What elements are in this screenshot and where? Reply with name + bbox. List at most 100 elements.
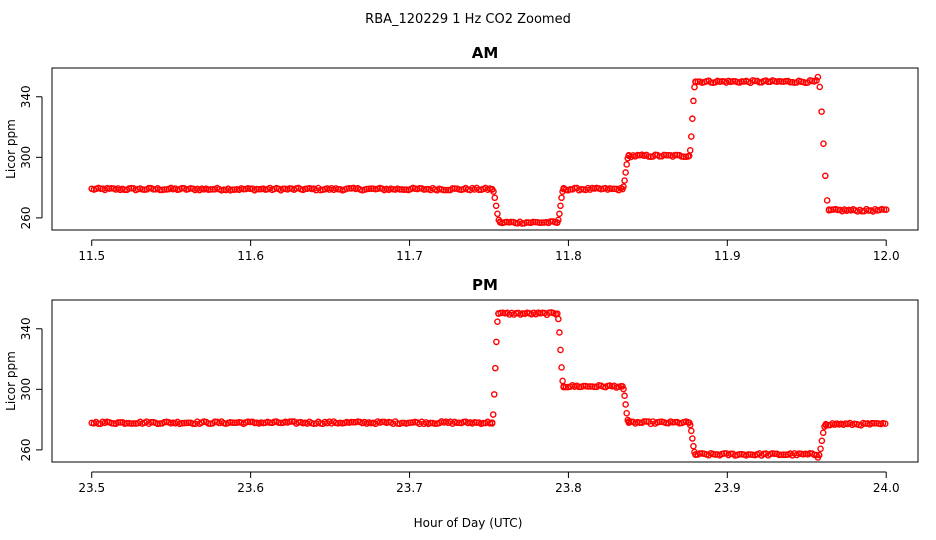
data-point: [396, 186, 404, 193]
data-point: [491, 194, 499, 202]
data-point: [442, 186, 450, 194]
plot-frame: [51, 299, 919, 463]
data-point: [489, 411, 497, 418]
data-point: [449, 185, 456, 192]
y-tick-label: 300: [19, 146, 33, 169]
data-point: [453, 419, 461, 427]
chart-title: AM: [472, 44, 499, 62]
data-point: [557, 202, 564, 210]
data-point: [623, 409, 630, 417]
data-point: [398, 419, 406, 427]
data-point: [207, 186, 214, 193]
chart-title: PM: [472, 276, 498, 294]
data-point: [621, 392, 628, 400]
data-point: [558, 364, 565, 371]
data-point: [815, 451, 823, 459]
plot-frame: [51, 67, 919, 231]
data-point: [586, 383, 594, 390]
data-point: [880, 206, 888, 213]
data-point: [490, 188, 497, 195]
data-point: [555, 315, 562, 323]
data-point: [114, 419, 122, 426]
data-points: [88, 309, 889, 461]
data-point: [345, 185, 353, 192]
data-point: [814, 73, 822, 81]
data-point: [183, 419, 190, 427]
data-point: [816, 83, 824, 91]
data-point: [823, 197, 831, 204]
x-axis: 23.5 23.6 23.7 23.8 23.9 24.0: [78, 471, 900, 495]
y-tick-label: 340: [19, 317, 33, 340]
data-point: [123, 419, 131, 427]
data-point: [778, 78, 785, 85]
data-point: [813, 77, 820, 84]
data-point: [608, 185, 616, 193]
x-tick-label: 11.7: [396, 249, 423, 263]
data-point: [547, 218, 555, 225]
data-point: [492, 364, 499, 372]
data-point: [689, 115, 696, 123]
data-point: [229, 419, 236, 426]
y-axis-label: Licor ppm: [4, 119, 18, 179]
data-point: [689, 435, 696, 442]
x-tick-label: 23.7: [396, 481, 423, 495]
page-title: RBA_120229 1 Hz CO2 Zoomed: [365, 12, 571, 27]
y-tick-label: 300: [19, 378, 33, 401]
data-point: [623, 161, 630, 168]
x-axis: 11.5 11.6 11.7 11.8 11.9 12.0: [78, 239, 900, 263]
data-point: [688, 133, 695, 140]
data-point: [559, 377, 566, 385]
y-tick-label: 340: [19, 85, 33, 108]
y-axis: 260 300 340: [19, 85, 43, 229]
data-point: [560, 185, 567, 193]
data-point: [560, 382, 567, 390]
y-tick-label: 260: [19, 206, 33, 229]
x-tick-label: 11.6: [237, 249, 264, 263]
data-point: [178, 419, 186, 427]
data-point: [686, 421, 694, 429]
data-point: [427, 419, 434, 427]
data-point: [686, 147, 694, 154]
x-tick-label: 11.5: [78, 249, 105, 263]
data-point: [780, 451, 787, 459]
data-point: [538, 219, 546, 226]
data-point: [156, 186, 164, 194]
data-point: [492, 202, 500, 210]
data-point: [558, 194, 565, 202]
data-point: [625, 419, 633, 426]
data-point: [555, 216, 562, 224]
data-point: [556, 329, 563, 336]
data-point: [690, 442, 697, 450]
x-tick-label: 11.9: [714, 249, 741, 263]
data-point: [822, 420, 830, 428]
data-point: [738, 78, 746, 85]
data-point: [870, 420, 878, 427]
data-point: [532, 218, 539, 226]
data-point: [729, 77, 737, 85]
data-point: [495, 310, 502, 317]
y-axis: 260 300 340: [19, 317, 43, 461]
data-point: [584, 383, 592, 390]
data-point: [365, 185, 373, 193]
data-point: [556, 210, 563, 218]
data-point: [778, 451, 785, 459]
data-point: [817, 445, 824, 453]
y-tick-label: 260: [19, 438, 33, 461]
data-point: [691, 83, 698, 91]
x-tick-label: 11.8: [555, 249, 582, 263]
data-point: [692, 451, 699, 458]
data-point: [818, 108, 825, 115]
data-point: [881, 420, 889, 428]
data-point: [231, 419, 239, 427]
data-point: [622, 169, 629, 176]
x-tick-label: 23.8: [555, 481, 582, 495]
data-points: [88, 73, 890, 227]
data-point: [367, 185, 375, 192]
data-point: [736, 450, 743, 458]
chart-am: AM Licor ppm 11.5 11.6 11.7 11.8 11.9 12.0 26…: [4, 44, 919, 263]
data-point: [350, 418, 357, 426]
data-point: [620, 183, 627, 190]
data-point: [622, 401, 629, 408]
data-point: [496, 219, 504, 226]
